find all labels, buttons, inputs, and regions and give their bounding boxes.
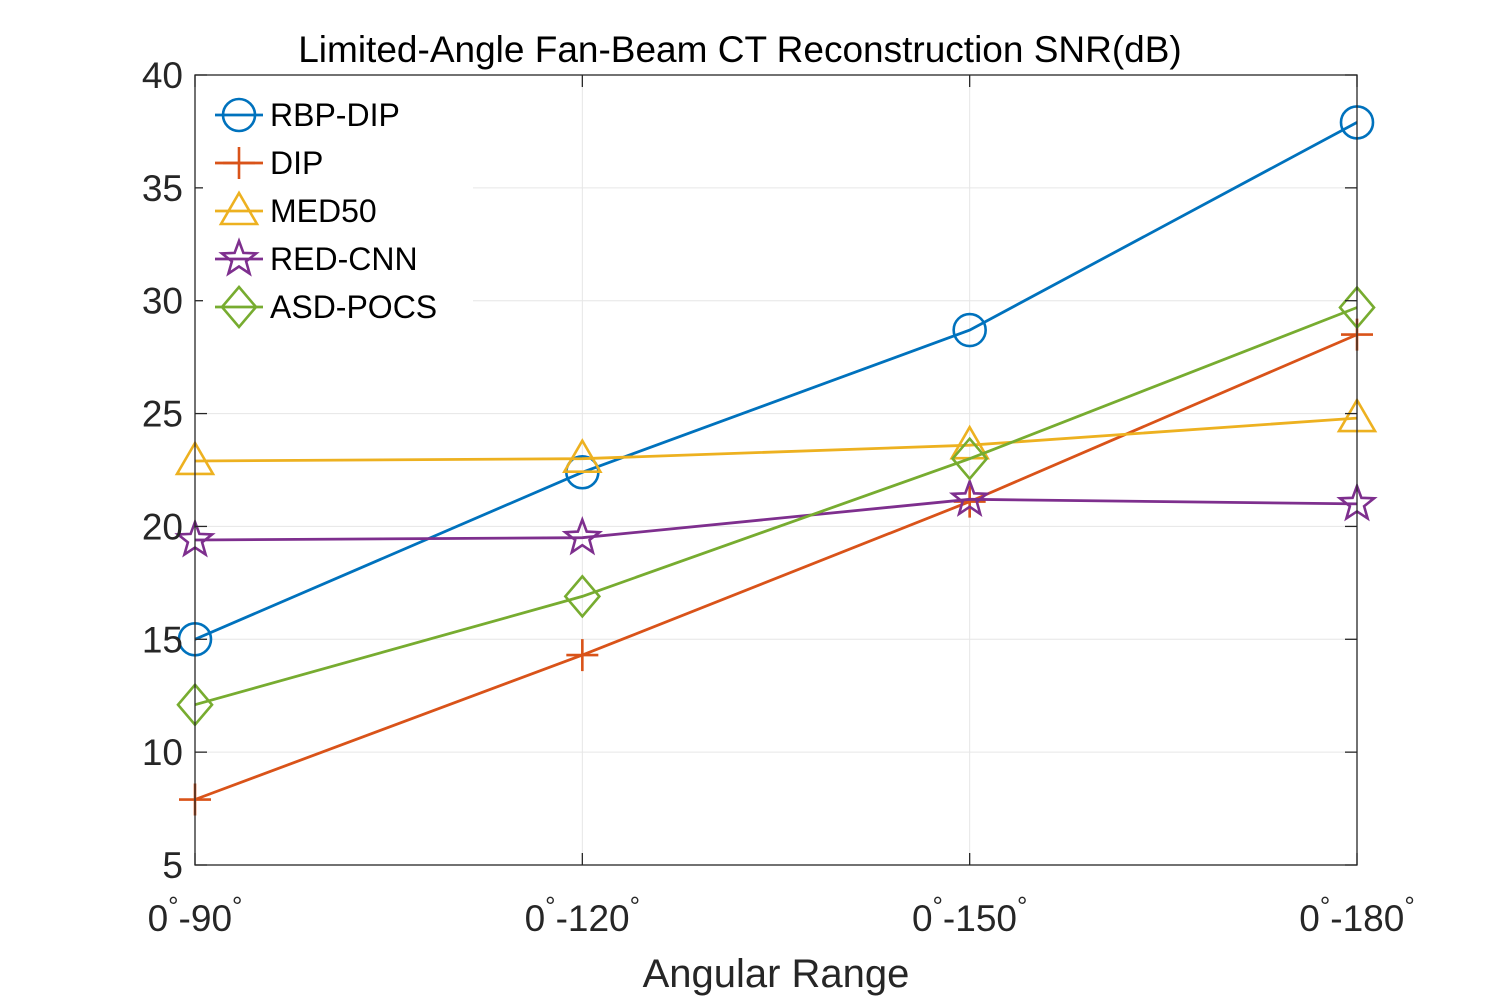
plot-frame (194, 74, 1358, 866)
y-tick-label: 15 (142, 619, 183, 660)
data-point-red-cnn (948, 477, 991, 517)
data-point-asd-pocs (563, 574, 602, 619)
y-tick-label: 40 (142, 55, 183, 96)
y-tick-label: 5 (162, 845, 183, 886)
axis-ticks (194, 74, 1358, 866)
y-tick-label: 25 (142, 394, 183, 435)
x-tick-label: 0°-90° (148, 891, 243, 939)
legend-marker-med50 (218, 190, 260, 226)
legend-marker-dip (223, 147, 255, 179)
y-axis-tick-labels: 5 10 15 20 25 30 35 40 (142, 55, 183, 886)
y-tick-label: 10 (142, 732, 183, 773)
series-line-asd-pocs (194, 306, 1358, 707)
x-axis-label: Angular Range (643, 952, 910, 996)
legend-marker-rbp-dip (221, 97, 257, 133)
legend-label-asd-pocs: ASD-POCS (270, 289, 437, 325)
x-tick-label: 0°-150° (912, 891, 1027, 939)
y-tick-label: 35 (142, 168, 183, 209)
legend-label-red-cnn: RED-CNN (270, 241, 418, 277)
legend: RBP-DIP DIP MED50 RED-CNN ASD-POCS (203, 86, 473, 330)
data-point-dip (566, 639, 599, 672)
y-tick-label: 20 (142, 506, 183, 547)
y-tick-label: 30 (142, 281, 183, 322)
legend-item-med50: MED50 (215, 190, 377, 229)
x-axis-tick-labels: 0°-90° 0°-120° 0°-150° 0°-180° (148, 891, 1415, 939)
legend-item-dip: DIP (215, 145, 323, 181)
data-point-rbp-dip (952, 312, 987, 348)
series-line-dip (194, 333, 1358, 801)
series-line-rbp-dip (194, 121, 1358, 641)
legend-marker-red-cnn (218, 237, 260, 277)
chart-title: Limited-Angle Fan-Beam CT Reconstruction… (298, 29, 1182, 70)
legend-item-asd-pocs: ASD-POCS (215, 284, 437, 330)
legend-item-rbp-dip: RBP-DIP (215, 97, 400, 133)
data-point-red-cnn (561, 515, 604, 556)
series-line-red-cnn (194, 497, 1358, 542)
legend-label-rbp-dip: RBP-DIP (270, 97, 400, 133)
legend-marker-asd-pocs (220, 284, 258, 330)
series-line-med50 (194, 416, 1358, 463)
data-point-asd-pocs (950, 436, 989, 481)
x-tick-label: 0°-180° (1299, 891, 1414, 939)
data-point-med50 (562, 438, 603, 474)
legend-label-dip: DIP (270, 145, 323, 181)
legend-item-red-cnn: RED-CNN (215, 237, 418, 277)
legend-label-med50: MED50 (270, 193, 377, 229)
x-tick-label: 0°-120° (525, 891, 640, 939)
